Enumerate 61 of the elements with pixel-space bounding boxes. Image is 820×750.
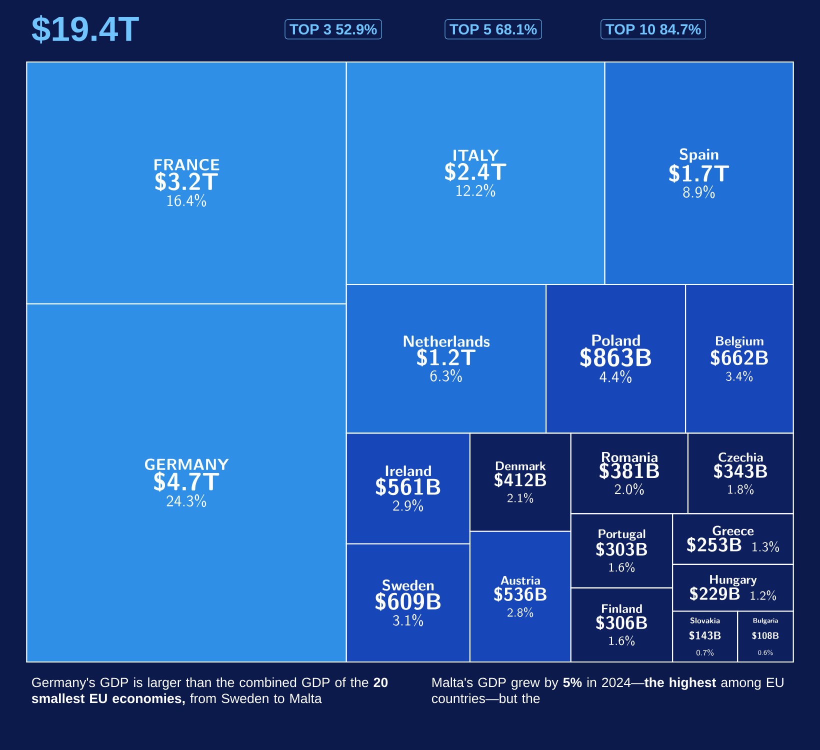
category-label: Slovakia (690, 618, 720, 624)
text: TOP 10 84.7% (606, 24, 701, 35)
data-label: $536B (494, 586, 546, 602)
data-label: 1.6% (609, 636, 635, 646)
data-label: $343B (714, 464, 768, 479)
category-label: Sweden (382, 580, 434, 591)
data-label: $253B (687, 536, 742, 552)
data-label: 2.8% (507, 607, 534, 618)
data-label: 4.4% (600, 370, 632, 383)
data-label: 0.7% (696, 649, 714, 656)
category-label: Greece (712, 526, 754, 536)
data-label: $4.7T (154, 471, 220, 492)
data-label: $303B (596, 542, 648, 556)
category-label: Finland (602, 604, 642, 614)
data-label: 1.6% (609, 562, 635, 572)
category-label: Ireland (386, 465, 431, 476)
category-label: Portugal (598, 529, 646, 541)
data-label: $143B (689, 630, 721, 640)
category-label: Netherlands (404, 336, 490, 347)
data-label: 24.3% (166, 494, 206, 508)
data-label: $108B (752, 632, 779, 640)
category-label: Romania (602, 452, 658, 462)
data-label: 3.4% (726, 370, 753, 382)
data-label: $609B (375, 592, 441, 611)
category-label: Denmark (496, 462, 546, 470)
data-label: $3.2T (155, 172, 218, 192)
data-label: 16.4% (167, 194, 206, 207)
data-label: 1.8% (728, 484, 754, 494)
data-label: 1.2% (750, 590, 776, 600)
category-label: GERMANY (144, 458, 229, 470)
data-label: 8.9% (683, 185, 715, 198)
data-label: $1.7T (669, 164, 730, 183)
data-label: $306B (596, 615, 648, 630)
category-label: Austria (500, 576, 540, 585)
data-label: $1.2T (417, 348, 476, 366)
data-label: $412B (494, 472, 546, 488)
text: Malta's GDP grew by 5% in 2024—the highest among EU countries—but the (432, 677, 784, 704)
category-label: Czechia (718, 452, 763, 462)
category-label: ITALY (454, 150, 499, 161)
text: TOP 5 68.1% (450, 24, 537, 35)
data-label: 12.2% (456, 184, 496, 197)
category-label: Belgium (716, 336, 764, 348)
text: Germany's GDP is larger than the combined GDP of the 20 smallest EU economies, from Sweden to Malta (32, 677, 388, 706)
data-label: 3.1% (393, 614, 424, 626)
data-label: 1.3% (752, 541, 780, 552)
category-label: Poland (592, 334, 640, 346)
data-label: 2.1% (507, 492, 534, 503)
data-label: $229B (690, 586, 740, 601)
data-label: $2.4T (445, 162, 506, 182)
category-label: Spain (680, 148, 718, 163)
data-label: $863B (580, 347, 652, 368)
data-label: 2.9% (393, 499, 424, 512)
text: TOP 3 52.9% (290, 24, 377, 35)
data-label: $561B (376, 478, 440, 496)
text: $19.4T (32, 15, 139, 44)
category-label: FRANCE (154, 158, 220, 170)
data-label: $662B (710, 349, 768, 366)
data-label: 2.0% (614, 483, 644, 495)
data-label: 6.3% (430, 369, 462, 382)
category-label: Hungary (710, 575, 757, 586)
data-label: $381B (600, 462, 660, 480)
